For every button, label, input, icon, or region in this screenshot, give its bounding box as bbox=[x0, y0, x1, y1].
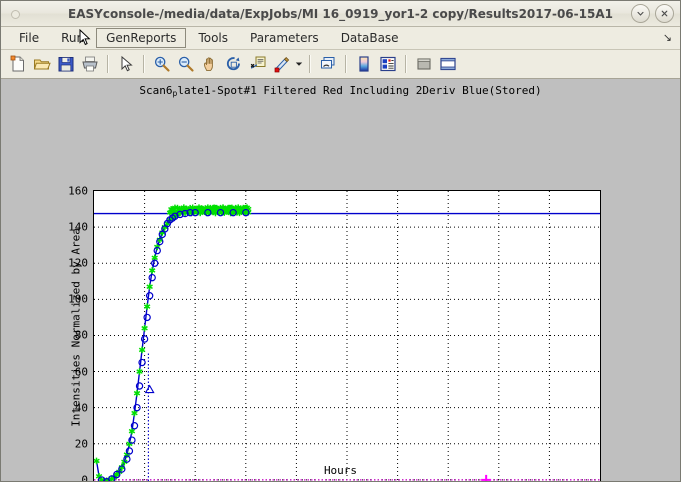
title-bar: EASYconsole-/media/data/ExpJobs/MI 16_09… bbox=[1, 1, 680, 27]
menu-item-file[interactable]: File bbox=[19, 31, 40, 45]
insert-colorbar-button[interactable] bbox=[270, 53, 293, 76]
show-plot-tools-icon bbox=[439, 57, 456, 71]
menu-item-genreports[interactable]: GenReports bbox=[96, 28, 187, 48]
rotate-3d-icon bbox=[226, 57, 240, 71]
insert-legend-icon bbox=[250, 56, 265, 69]
close-icon bbox=[661, 10, 668, 17]
window-controls bbox=[631, 4, 674, 23]
rotate-3d-button[interactable] bbox=[222, 53, 245, 76]
menu-item-run[interactable]: Run bbox=[61, 31, 85, 45]
hide-plot-tools-icon bbox=[416, 58, 431, 70]
fit-curve bbox=[95, 207, 249, 481]
toolbar-separator bbox=[107, 55, 109, 73]
menu-item-tools[interactable]: Tools bbox=[198, 31, 228, 45]
colormap-icon bbox=[358, 56, 369, 72]
insert-legend-button[interactable] bbox=[246, 53, 269, 76]
menu-item-database[interactable]: DataBase bbox=[340, 31, 399, 45]
new-file-button[interactable] bbox=[6, 53, 29, 76]
special-markers bbox=[144, 384, 492, 481]
y-tick-80: 80 bbox=[74, 328, 88, 342]
y-tick-60: 60 bbox=[74, 365, 88, 379]
x-axis-label: Hours bbox=[323, 464, 358, 477]
toolbar-separator bbox=[405, 55, 407, 73]
plot-browser-button[interactable] bbox=[376, 53, 399, 76]
print-icon bbox=[81, 56, 98, 72]
chart-title-subscript: p bbox=[172, 89, 178, 98]
menu-item-parameters[interactable]: Parameters bbox=[250, 31, 319, 45]
open-folder-icon bbox=[33, 59, 51, 70]
open-folder-button[interactable] bbox=[30, 53, 53, 76]
pan-hand-icon bbox=[203, 57, 213, 71]
hide-plot-tools-button[interactable] bbox=[412, 53, 435, 76]
y-tick-140: 140 bbox=[68, 220, 88, 234]
insert-colorbar-icon bbox=[274, 57, 289, 73]
figure-canvas: Scan6plate1-Spot#1 Filtered Red Includin… bbox=[1, 79, 680, 481]
chevron-down-icon bbox=[637, 11, 644, 16]
toolbar-dropdown-button[interactable] bbox=[294, 53, 304, 76]
link-plot-button[interactable] bbox=[316, 53, 339, 76]
y-tick-0: 0 bbox=[81, 473, 88, 482]
minimize-button[interactable] bbox=[631, 4, 650, 23]
toolbar-separator bbox=[309, 55, 311, 73]
plot-browser-icon bbox=[379, 56, 396, 72]
grid-lines bbox=[94, 191, 600, 481]
chart-title-prefix: Scan6 bbox=[139, 84, 173, 97]
fit-markers bbox=[97, 208, 250, 481]
window-menu-dot-icon[interactable] bbox=[11, 10, 20, 19]
menu-bar: File Run GenReports Tools Parameters Dat… bbox=[1, 27, 680, 50]
show-plot-tools-button[interactable] bbox=[436, 53, 459, 76]
tool-bar bbox=[1, 50, 680, 79]
y-tick-20: 20 bbox=[74, 437, 88, 451]
chart-title: Scan6plate1-Spot#1 Filtered Red Includin… bbox=[1, 84, 680, 98]
colormap-button[interactable] bbox=[352, 53, 375, 76]
close-button[interactable] bbox=[655, 4, 674, 23]
toolbar-separator bbox=[143, 55, 145, 73]
pan-button[interactable] bbox=[198, 53, 221, 76]
plot-area[interactable]: Intensities Normalized by Area 160 140 1… bbox=[68, 185, 601, 481]
zoom-out-icon bbox=[178, 56, 194, 72]
new-file-icon bbox=[10, 55, 24, 72]
y-tick-160: 160 bbox=[68, 184, 88, 198]
edit-plot-button[interactable] bbox=[114, 53, 137, 76]
data-points bbox=[94, 204, 252, 481]
toolbar-separator bbox=[345, 55, 347, 73]
plot-graphics bbox=[94, 191, 600, 481]
zoom-in-icon bbox=[154, 56, 170, 72]
menu-overflow-arrow-icon[interactable]: ↘ bbox=[662, 31, 672, 44]
zoom-in-button[interactable] bbox=[150, 53, 173, 76]
print-button[interactable] bbox=[78, 53, 101, 76]
save-disk-icon bbox=[58, 57, 73, 72]
window-title: EASYconsole-/media/data/ExpJobs/MI 16_09… bbox=[68, 6, 613, 21]
zoom-out-button[interactable] bbox=[174, 53, 197, 76]
save-disk-button[interactable] bbox=[54, 53, 77, 76]
y-tick-100: 100 bbox=[68, 292, 88, 306]
dropdown-caret-icon bbox=[295, 62, 303, 66]
link-plot-icon bbox=[320, 57, 334, 69]
pointer-arrow-icon bbox=[121, 55, 133, 72]
chart-title-suffix: late1-Spot#1 Filtered Red Including 2Der… bbox=[177, 84, 542, 97]
y-tick-40: 40 bbox=[74, 401, 88, 415]
y-tick-120: 120 bbox=[68, 256, 88, 270]
